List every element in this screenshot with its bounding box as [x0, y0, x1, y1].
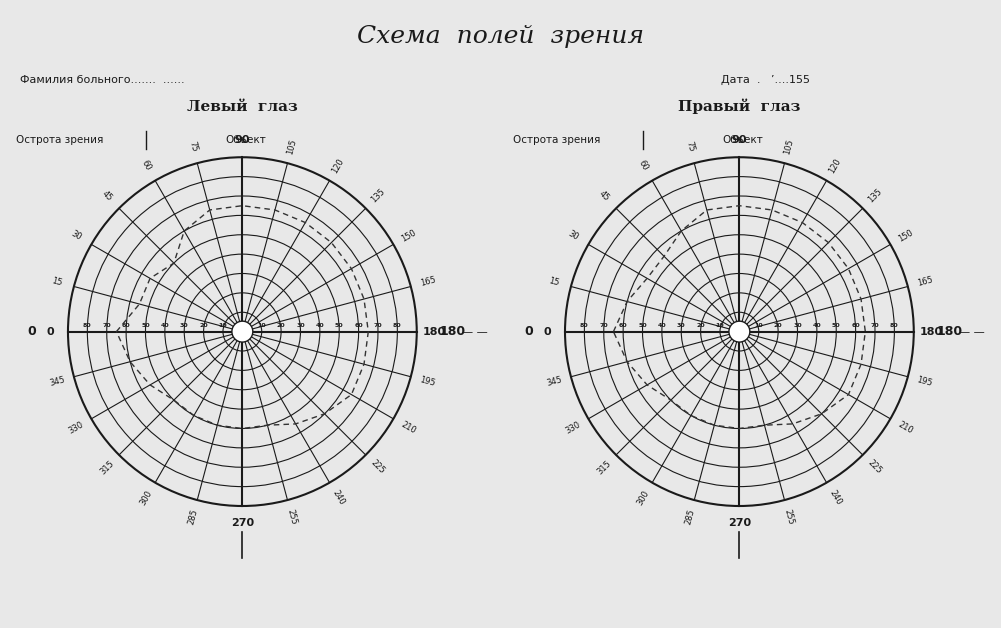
Text: 270: 270: [728, 519, 751, 528]
Text: 40: 40: [658, 323, 667, 328]
Text: 210: 210: [399, 420, 417, 435]
Text: 20: 20: [277, 323, 285, 328]
Text: 20: 20: [774, 323, 783, 328]
Text: Острота зрения: Острота зрения: [513, 135, 600, 145]
Text: Фамилия больного.......  ......: Фамилия больного....... ......: [20, 75, 184, 85]
Text: 60: 60: [140, 159, 153, 172]
Text: 165: 165: [916, 276, 934, 288]
Text: 240: 240: [330, 489, 346, 507]
Text: 45: 45: [597, 189, 611, 203]
Text: 105: 105: [783, 138, 796, 155]
Text: 315: 315: [595, 458, 613, 476]
Text: 70: 70: [871, 323, 879, 328]
Text: 40: 40: [315, 323, 324, 328]
Text: 315: 315: [98, 458, 115, 476]
Text: 180: 180: [422, 327, 445, 337]
Text: 20: 20: [199, 323, 208, 328]
Text: 150: 150: [897, 228, 915, 244]
Text: 75: 75: [187, 140, 198, 153]
Text: 330: 330: [67, 420, 85, 435]
Text: 165: 165: [418, 276, 436, 288]
Text: 30: 30: [567, 229, 581, 242]
Text: 30: 30: [69, 229, 83, 242]
Text: 90: 90: [234, 135, 250, 145]
Text: 0: 0: [525, 325, 534, 338]
Text: 10: 10: [218, 323, 227, 328]
Text: 60: 60: [619, 323, 628, 328]
Text: Объект: Объект: [722, 135, 763, 145]
Text: 50: 50: [335, 323, 343, 328]
Text: Объект: Объект: [225, 135, 265, 145]
Text: 50: 50: [141, 323, 150, 328]
Text: 240: 240: [828, 489, 843, 507]
Text: 135: 135: [369, 187, 386, 205]
Text: 195: 195: [916, 375, 934, 387]
Text: 75: 75: [684, 140, 696, 153]
Text: 0: 0: [544, 327, 552, 337]
Text: Острота зрения: Острота зрения: [16, 135, 103, 145]
Text: 80: 80: [890, 323, 899, 328]
Text: 10: 10: [257, 323, 266, 328]
Text: 270: 270: [231, 519, 254, 528]
Text: 90: 90: [732, 135, 747, 145]
Text: 45: 45: [100, 189, 114, 203]
Circle shape: [232, 321, 253, 342]
Text: 345: 345: [546, 375, 563, 387]
Text: 40: 40: [813, 323, 821, 328]
Text: 30: 30: [793, 323, 802, 328]
Text: 0: 0: [47, 327, 54, 337]
Text: 60: 60: [637, 159, 650, 172]
Text: 345: 345: [48, 375, 66, 387]
Text: 120: 120: [828, 156, 843, 175]
Text: 80: 80: [393, 323, 401, 328]
Text: 50: 50: [832, 323, 841, 328]
Text: 70: 70: [600, 323, 608, 328]
Text: 150: 150: [399, 228, 417, 244]
Text: 80: 80: [83, 323, 92, 328]
Text: Дата  .   ’....155: Дата . ’....155: [721, 75, 810, 85]
Text: Левый  глаз: Левый глаз: [187, 100, 297, 114]
Text: 70: 70: [373, 323, 382, 328]
Text: — —: — —: [959, 327, 985, 337]
Text: 330: 330: [565, 420, 583, 435]
Text: 20: 20: [697, 323, 705, 328]
Text: 30: 30: [180, 323, 188, 328]
Text: 80: 80: [580, 323, 589, 328]
Text: 105: 105: [285, 138, 298, 155]
Text: 120: 120: [330, 156, 346, 175]
Text: 225: 225: [369, 458, 386, 476]
Text: — —: — —: [462, 327, 487, 337]
Text: 180: 180: [936, 325, 963, 338]
Text: 0: 0: [28, 325, 37, 338]
Text: 285: 285: [186, 508, 199, 526]
Text: 60: 60: [122, 323, 130, 328]
Circle shape: [729, 321, 750, 342]
Text: 60: 60: [851, 323, 860, 328]
Text: 180: 180: [439, 325, 465, 338]
Text: 210: 210: [897, 420, 915, 435]
Text: 285: 285: [684, 508, 696, 526]
Text: 300: 300: [636, 489, 652, 507]
Text: 195: 195: [418, 375, 436, 387]
Text: 70: 70: [102, 323, 111, 328]
Text: 180: 180: [920, 327, 943, 337]
Text: Правый  глаз: Правый глаз: [679, 98, 801, 114]
Text: Схема  полей  зрения: Схема полей зрения: [357, 25, 644, 48]
Text: 15: 15: [548, 276, 561, 288]
Text: 300: 300: [138, 489, 154, 507]
Text: 255: 255: [285, 508, 298, 526]
Text: 255: 255: [783, 508, 796, 526]
Text: 15: 15: [51, 276, 63, 288]
Text: 40: 40: [160, 323, 169, 328]
Text: 10: 10: [755, 323, 763, 328]
Text: 135: 135: [866, 187, 884, 205]
Text: 60: 60: [354, 323, 363, 328]
Text: 30: 30: [296, 323, 304, 328]
Text: 50: 50: [639, 323, 647, 328]
Text: 30: 30: [677, 323, 686, 328]
Text: 10: 10: [716, 323, 725, 328]
Text: 225: 225: [866, 458, 884, 476]
